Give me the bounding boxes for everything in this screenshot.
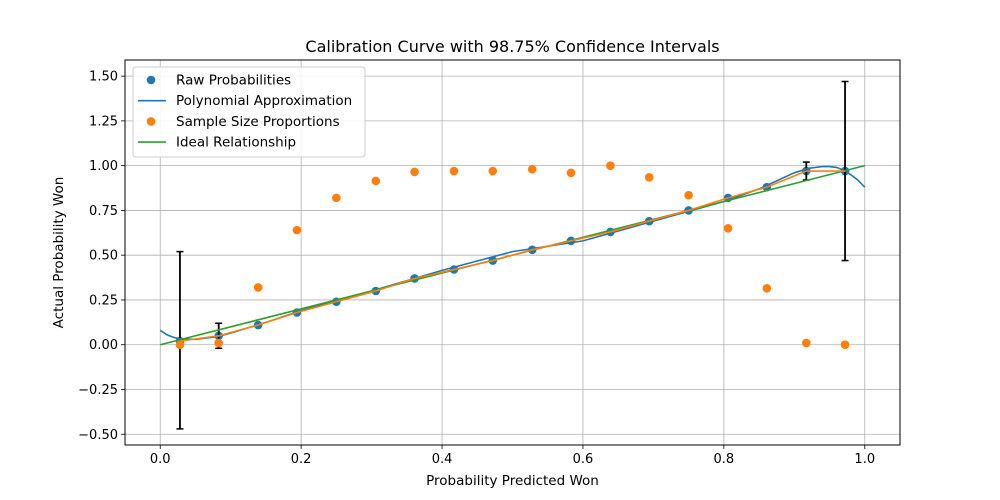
legend-label: Ideal Relationship [176,135,296,151]
y-axis-title: Actual Probability Won [51,177,67,329]
sample-size-point [840,340,850,350]
x-tick-label: 0.4 [432,452,453,467]
legend-label: Sample Size Proportions [176,114,340,130]
y-tick-label: −0.50 [78,428,118,443]
x-tick-label: 0.0 [150,452,171,467]
y-tick-label: 1.50 [89,70,118,85]
sample-size-point [175,340,185,350]
y-tick-label: 0.25 [89,293,118,308]
plot-data [159,80,866,430]
legend-marker [146,117,156,126]
plot-frame [124,59,901,446]
y-tick-label: 1.25 [89,114,118,129]
legend-label: Polynomial Approximation [176,93,352,109]
sample-size-point [292,225,302,235]
sample-size-point [488,166,498,176]
x-tick-label: 0.6 [573,452,594,467]
sample-size-point [801,338,811,348]
sample-size-point [566,168,576,178]
y-tick-label: −0.25 [78,383,118,398]
sample-size-point [410,167,419,177]
sample-size-point [253,283,263,292]
legend-label: Raw Probabilities [176,73,291,89]
sample-size-point [449,166,459,176]
raw-probability-connector-line [179,170,846,342]
axis-ticks: 0.0 0.2 0.4 0.6 0.8 1.0 −0.50 −0.25 0.00 0.25 0.50… [78,70,875,467]
sample-size-point [332,193,341,203]
y-tick-label: 1.00 [89,159,118,174]
legend: Raw Probabilities Polynomial Approximatio… [132,66,366,158]
sample-size-point [684,190,693,200]
sample-size-point [762,284,772,293]
sample-size-point [527,164,537,174]
x-axis-title: Probability Predicted Won [426,473,599,489]
y-tick-label: 0.50 [89,249,118,264]
x-tick-label: 0.2 [291,452,312,467]
sample-size-point [606,161,615,170]
sample-size-point [723,224,733,233]
y-tick-label: 0.00 [89,338,118,353]
sample-size-point [214,338,224,348]
x-tick-label: 1.0 [854,452,875,467]
legend-box [132,66,366,158]
y-tick-label: 0.75 [89,204,118,219]
chart-title: Calibration Curve with 98.75% Confidence… [305,37,719,56]
sample-size-point [371,176,381,186]
sample-size-point [644,172,654,182]
x-tick-label: 0.8 [714,452,735,467]
legend-marker [146,75,156,85]
